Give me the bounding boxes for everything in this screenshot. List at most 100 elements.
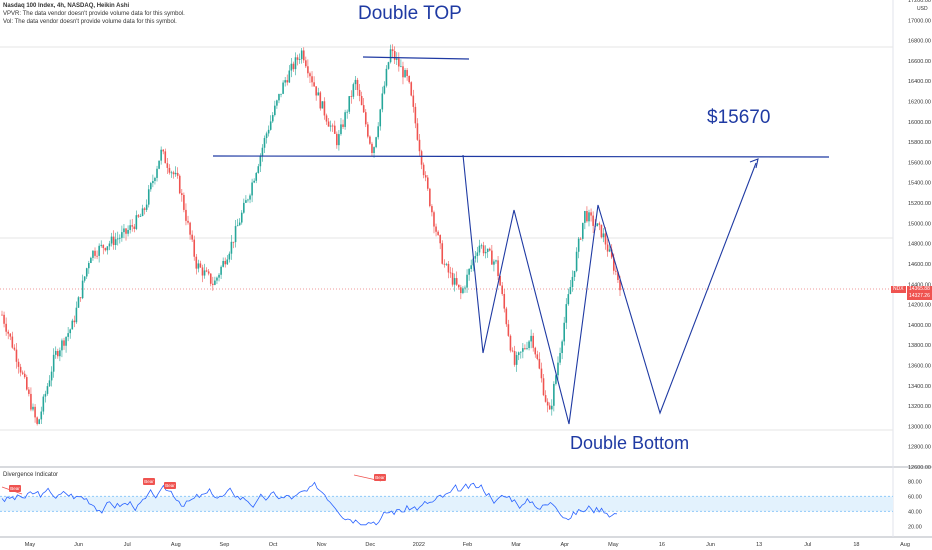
candle	[286, 80, 289, 83]
candle	[164, 151, 167, 164]
candle	[327, 121, 330, 127]
candle	[567, 294, 570, 305]
candle	[404, 70, 406, 78]
currency-label: USD	[917, 6, 928, 12]
candle	[619, 279, 621, 291]
candle	[557, 362, 559, 376]
candle	[178, 175, 181, 194]
candle	[104, 248, 107, 251]
candle	[282, 82, 284, 94]
time-tick-label: 16	[659, 542, 665, 548]
candle	[249, 195, 251, 200]
candle	[526, 348, 528, 349]
time-tick-label: 13	[756, 542, 762, 548]
candle	[348, 96, 351, 112]
price-tick-label: 13800.00	[908, 343, 931, 349]
candle	[522, 348, 524, 352]
candle	[538, 358, 541, 369]
candle	[17, 361, 20, 367]
candle	[356, 79, 359, 90]
time-axis[interactable]: May Jun Jul Aug Sep Oct Nov Dec 2022 Feb Mar Apr May…	[25, 542, 910, 548]
candle	[321, 101, 324, 109]
candle	[234, 226, 237, 243]
candle	[455, 278, 458, 285]
candle	[267, 129, 270, 134]
candle	[13, 347, 16, 350]
candle	[313, 82, 315, 87]
candle	[377, 126, 379, 138]
annotation-double-bottom[interactable]: Double Bottom	[570, 433, 690, 453]
candle	[135, 215, 138, 229]
candle	[344, 112, 346, 127]
grid-lines	[0, 0, 932, 538]
candle	[1, 314, 3, 316]
bear-divergence-label: Bear	[144, 479, 154, 484]
candle	[162, 149, 165, 152]
oscillator-band	[0, 496, 893, 512]
candle	[412, 95, 415, 107]
candle	[546, 401, 549, 406]
candle	[168, 167, 171, 173]
candle	[507, 324, 510, 336]
candle	[528, 341, 530, 349]
candle	[590, 212, 592, 216]
indicator-label: Divergence Indicator	[3, 472, 59, 478]
candle	[176, 172, 179, 176]
candle	[499, 276, 501, 286]
arrow-head	[749, 158, 759, 169]
annotation-double-top[interactable]: Double TOP	[358, 3, 462, 24]
candle	[263, 138, 266, 148]
candle	[160, 149, 162, 161]
candle	[416, 123, 419, 140]
candle	[232, 241, 235, 243]
candle	[441, 243, 444, 264]
candle	[561, 341, 563, 354]
symbol-tag: NDX	[891, 286, 906, 293]
divergence-indicator-pane[interactable]: 20.00 40.00 60.00 80.00 Bear Bear Bear Bear	[0, 474, 922, 530]
price-tick-label: 17200.00	[908, 0, 931, 4]
candle	[358, 89, 361, 96]
time-tick-label: Oct	[269, 542, 278, 548]
annotation-target-price[interactable]: $15670	[707, 107, 771, 128]
candle	[464, 287, 466, 289]
candle	[65, 336, 67, 346]
candle	[395, 58, 398, 60]
candle	[209, 273, 212, 284]
candle	[604, 233, 607, 245]
candle	[193, 239, 196, 257]
candle	[307, 66, 309, 74]
candle	[559, 353, 561, 363]
candle	[245, 200, 247, 203]
candle	[592, 215, 594, 226]
candle	[181, 193, 183, 195]
price-tick-label: 15600.00	[908, 160, 931, 166]
price-tick-label: 14800.00	[908, 242, 931, 248]
time-tick-label: Dec	[365, 542, 375, 548]
candle	[565, 304, 568, 323]
candle	[216, 277, 218, 281]
bear-divergence-label: Bear	[10, 486, 20, 491]
time-tick-label: Feb	[463, 542, 472, 548]
price-tick-label: 12600.00	[908, 465, 931, 471]
chart-legend: Nasdaq 100 Index, 4h, NASDAQ, Heikin Ash…	[3, 2, 185, 26]
candle	[596, 223, 599, 227]
candle	[319, 92, 322, 109]
price-tick-label: 16000.00	[908, 120, 931, 126]
price-tick-label: 14000.00	[908, 323, 931, 329]
candle	[391, 49, 394, 52]
candle	[588, 212, 590, 222]
candle	[325, 115, 328, 122]
price-axis[interactable]: 12600.00 12800.00 13000.00 13200.00 13400.00…	[908, 0, 931, 471]
time-tick-label: Sep	[220, 542, 230, 548]
time-tick-label: Apr	[560, 542, 569, 548]
candle	[44, 393, 47, 397]
candle	[150, 183, 152, 190]
candle	[96, 255, 98, 257]
drawings[interactable]	[212, 56, 830, 425]
prev-price-tag: 14327.26	[907, 293, 932, 300]
time-tick-label: Nov	[317, 542, 327, 548]
candle	[77, 297, 80, 308]
candle	[226, 259, 229, 265]
candle	[402, 66, 404, 78]
